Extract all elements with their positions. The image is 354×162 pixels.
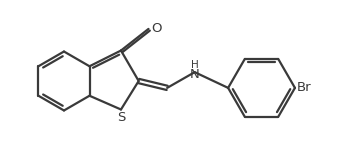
Text: N: N (190, 68, 200, 81)
Text: S: S (117, 111, 125, 124)
Text: Br: Br (297, 81, 312, 94)
Text: H: H (191, 60, 199, 70)
Text: O: O (152, 22, 162, 35)
